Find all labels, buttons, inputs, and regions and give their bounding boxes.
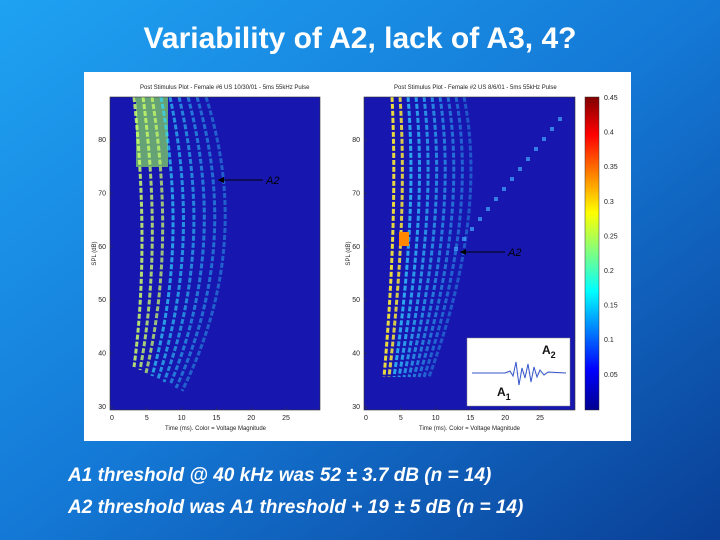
- dot: [518, 167, 522, 171]
- x-axis-label: Time (ms). Color = Voltage Magnitude: [419, 426, 521, 432]
- plot-title: Post Stimulus Plot - Female #2 US 8/6/01…: [394, 85, 557, 91]
- dot: [494, 197, 498, 201]
- note: A2 threshold was A1 threshold + 19 ± 5 d…: [67, 497, 523, 518]
- colorbar-label: 0.15: [604, 303, 618, 310]
- x-tick-label: 10: [432, 415, 440, 422]
- y-axis-label: SPL (dB): [92, 241, 98, 265]
- annotation: A2: [265, 175, 279, 187]
- stripe: [156, 96, 185, 380]
- stripe: [397, 96, 422, 378]
- figures: Post Stimulus Plot - Female #6 US 10/30/…: [92, 85, 576, 432]
- dot: [534, 147, 538, 151]
- hot-spot: [399, 232, 409, 246]
- dot: [526, 157, 530, 161]
- x-tick-label: 0: [364, 415, 368, 422]
- x-tick-label: 25: [282, 415, 290, 422]
- y-tick-label: 60: [98, 244, 106, 251]
- dot: [478, 217, 482, 221]
- plot-frame: [109, 96, 321, 411]
- colorbar-label: 0.4: [604, 130, 614, 137]
- x-tick-label: 5: [145, 415, 149, 422]
- x-tick-label: 0: [110, 415, 114, 422]
- stripe: [412, 96, 447, 378]
- stripe: [174, 96, 217, 389]
- dot: [486, 207, 490, 211]
- colorbar: [584, 96, 600, 411]
- plot: Post Stimulus Plot - Female #6 US 10/30/…: [92, 85, 321, 432]
- y-tick-label: 30: [352, 404, 360, 411]
- y-tick-label: 30: [98, 404, 106, 411]
- x-tick-label: 25: [536, 415, 544, 422]
- dot: [510, 177, 514, 181]
- stripe: [132, 96, 144, 368]
- waveform: [472, 361, 567, 386]
- colorbar-label: 0.45: [604, 95, 618, 102]
- dot: [558, 117, 562, 121]
- arrow-head: [218, 177, 224, 183]
- heatmap-stripes: [132, 96, 227, 392]
- x-tick-label: 20: [501, 415, 509, 422]
- stripe: [382, 96, 396, 378]
- stripe: [407, 96, 439, 378]
- dot: [454, 247, 458, 251]
- colorbar-labels: 0.45 0.4 0.35 0.3 0.25 0.2 0.15 0.1 0.05: [604, 95, 618, 379]
- stripe: [427, 96, 473, 378]
- annotation: A2: [507, 247, 521, 259]
- stripe: [392, 96, 413, 378]
- inset-label-a1: A1: [497, 385, 511, 402]
- x-axis-label: Time (ms). Color = Voltage Magnitude: [165, 426, 267, 432]
- y-axis-label: SPL (dB): [346, 241, 352, 265]
- x-tick-label: 20: [247, 415, 255, 422]
- colorbar-label: 0.1: [604, 337, 614, 344]
- plot-title: Post Stimulus Plot - Female #6 US 10/30/…: [140, 85, 310, 91]
- colorbar-label: 0.35: [604, 164, 618, 171]
- y-tick-label: 70: [352, 190, 360, 197]
- y-tick-label: 70: [98, 190, 106, 197]
- dot: [470, 227, 474, 231]
- colorbar-label: 0.3: [604, 199, 614, 206]
- y-tick-label: 50: [352, 297, 360, 304]
- y-tick-label: 50: [98, 297, 106, 304]
- dot: [502, 187, 506, 191]
- colorbar-label: 0.25: [604, 233, 618, 240]
- stripe: [150, 96, 175, 377]
- stripe: [138, 96, 154, 371]
- y-tick-label: 40: [98, 351, 106, 358]
- y-tick-label: 40: [352, 351, 360, 358]
- dot: [542, 137, 546, 141]
- colorbar-label: 0.2: [604, 268, 614, 275]
- label-sub: 1: [506, 392, 511, 402]
- note: A1 threshold @ 40 kHz was 52 ± 3.7 dB (n…: [67, 465, 491, 486]
- heatmap-stripes: [382, 96, 562, 378]
- label-base: A: [497, 385, 506, 399]
- x-tick-label: 15: [467, 415, 475, 422]
- x-tick-label: 5: [399, 415, 403, 422]
- y-tick-label: 60: [352, 244, 360, 251]
- dot: [462, 237, 466, 241]
- x-tick-label: 15: [213, 415, 221, 422]
- x-tick-label: 10: [178, 415, 186, 422]
- stripe: [387, 96, 404, 378]
- inset-label-a2: A2: [542, 343, 556, 360]
- stripe: [417, 96, 456, 378]
- slide-title: Variability of A2, lack of A3, 4?: [144, 22, 577, 55]
- dot: [550, 127, 554, 131]
- y-tick-label: 80: [352, 137, 360, 144]
- label-base: A: [542, 343, 551, 357]
- stripe: [402, 96, 430, 378]
- stripe: [168, 96, 206, 386]
- stripe: [162, 96, 196, 383]
- colorbar-label: 0.05: [604, 372, 618, 379]
- y-tick-label: 80: [98, 137, 106, 144]
- label-sub: 2: [551, 350, 556, 360]
- stripe: [180, 96, 227, 392]
- plot-frame: [363, 96, 576, 411]
- stripe: [144, 96, 165, 374]
- stripe: [422, 96, 464, 378]
- arrow-head: [460, 249, 466, 255]
